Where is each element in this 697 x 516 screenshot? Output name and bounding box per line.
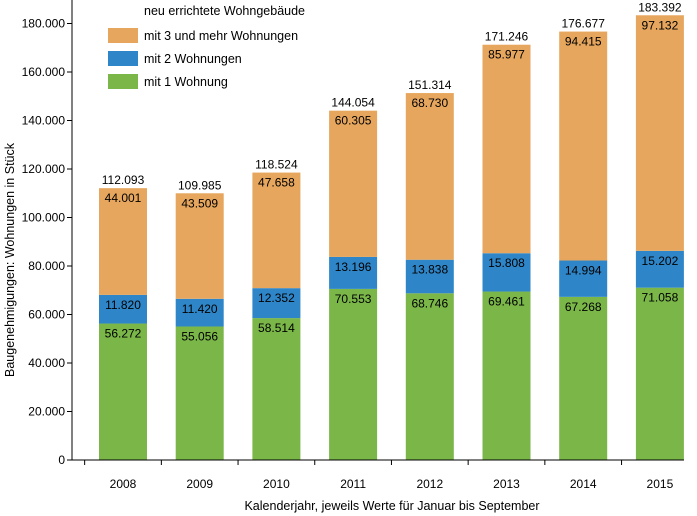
- data-label: 85.977: [488, 48, 525, 62]
- y-tick-label: 80.000: [28, 259, 65, 273]
- data-label: 58.514: [258, 321, 295, 335]
- y-tick-label: 120.000: [22, 162, 66, 176]
- y-tick-label: 60.000: [28, 308, 65, 322]
- legend-label: mit 3 und mehr Wohnungen: [144, 29, 298, 43]
- bar-segment: [559, 31, 608, 261]
- bar-segment: [99, 188, 147, 295]
- y-tick-label: 0: [58, 453, 65, 467]
- y-tick-label: 160.000: [22, 65, 66, 79]
- bar-segment: [252, 318, 301, 460]
- data-label: 60.305: [335, 114, 372, 128]
- legend-title: neu errichtete Wohngebäude: [144, 4, 305, 18]
- x-tick-label: 2013: [493, 477, 520, 491]
- data-label: 11.820: [105, 298, 141, 312]
- y-tick-label: 140.000: [22, 114, 66, 128]
- data-label: 13.838: [411, 263, 448, 277]
- data-label: 94.415: [565, 35, 602, 49]
- y-tick-label: 100.000: [22, 211, 66, 225]
- legend-label: mit 1 Wohnung: [144, 75, 228, 89]
- bar-segment: [252, 172, 301, 289]
- bar-segment: [405, 293, 454, 460]
- data-label: 15.202: [642, 254, 679, 268]
- x-tick-label: 2015: [647, 477, 674, 491]
- bars-layer: [99, 15, 684, 460]
- data-label: 11.420: [182, 302, 218, 316]
- axes-layer: 0 20.000 40.000 60.000 80.000 100.000 120.000 1…: [22, 0, 684, 491]
- bar-segment: [559, 260, 608, 297]
- data-label: 12.352: [258, 291, 295, 305]
- data-label: 69.461: [488, 295, 525, 309]
- x-tick-label: 2010: [263, 477, 290, 491]
- total-label: 144.054: [331, 96, 375, 110]
- x-tick-label: 2011: [340, 477, 366, 491]
- bar-segment: [482, 253, 531, 292]
- data-label: 56.272: [105, 327, 142, 341]
- bar-segment: [329, 288, 378, 460]
- data-label: 67.268: [565, 300, 602, 314]
- bar-segment: [329, 256, 378, 289]
- x-tick-label: 2009: [186, 477, 213, 491]
- y-tick-label: 180.000: [22, 17, 66, 31]
- x-tick-label: 2014: [570, 477, 597, 491]
- legend-label: mit 2 Wohnungen: [144, 52, 242, 66]
- bar-segment: [175, 193, 224, 299]
- data-label: 70.553: [335, 292, 372, 306]
- total-label: 171.246: [485, 30, 529, 44]
- x-tick-label: 2008: [110, 477, 137, 491]
- legend-swatch: [108, 28, 138, 43]
- total-label: 109.985: [178, 178, 222, 192]
- y-axis-title: Baugenehmigungen: Wohnungen in Stück: [3, 142, 17, 377]
- total-label: 112.093: [102, 173, 145, 187]
- bar-segment: [405, 259, 454, 294]
- bar-segment: [99, 294, 147, 324]
- bar-segment: [175, 326, 224, 460]
- x-tick-label: 2012: [416, 477, 443, 491]
- data-label: 55.056: [181, 329, 218, 343]
- bar-segment: [482, 44, 531, 254]
- data-label: 71.058: [642, 291, 679, 305]
- bar-segment: [635, 250, 684, 288]
- labels-layer: 56.272 11.820 44.001 112.093 55.056 11.420 43.…: [102, 0, 682, 343]
- total-label: 151.314: [408, 78, 452, 92]
- data-label: 68.730: [411, 96, 448, 110]
- y-tick-label: 20.000: [28, 405, 65, 419]
- bar-segment: [635, 15, 684, 251]
- bar-segment: [329, 110, 378, 257]
- data-label: 97.132: [642, 18, 679, 32]
- bar-segment: [635, 287, 684, 460]
- legend-swatch: [108, 74, 138, 89]
- data-label: 15.808: [488, 256, 525, 270]
- total-label: 176.677: [562, 17, 606, 31]
- data-label: 43.509: [181, 196, 218, 210]
- legend-swatch: [108, 51, 138, 66]
- bar-segment: [559, 296, 608, 460]
- bar-segment: [175, 298, 224, 327]
- total-label: 183.392: [638, 0, 682, 14]
- data-label: 44.001: [105, 191, 142, 205]
- data-label: 14.994: [565, 264, 602, 278]
- bar-segment: [482, 291, 531, 460]
- bar-segment: [405, 93, 454, 260]
- data-label: 47.658: [258, 176, 295, 190]
- bar-segment: [252, 288, 301, 319]
- bar-segment: [99, 323, 147, 460]
- data-label: 68.746: [411, 296, 448, 310]
- legend: neu errichtete Wohngebäude mit 3 und meh…: [108, 4, 305, 89]
- x-axis-title: Kalenderjahr, jeweils Werte für Januar b…: [244, 499, 539, 513]
- total-label: 118.524: [255, 158, 298, 172]
- data-label: 13.196: [335, 260, 372, 274]
- y-tick-label: 40.000: [28, 356, 65, 370]
